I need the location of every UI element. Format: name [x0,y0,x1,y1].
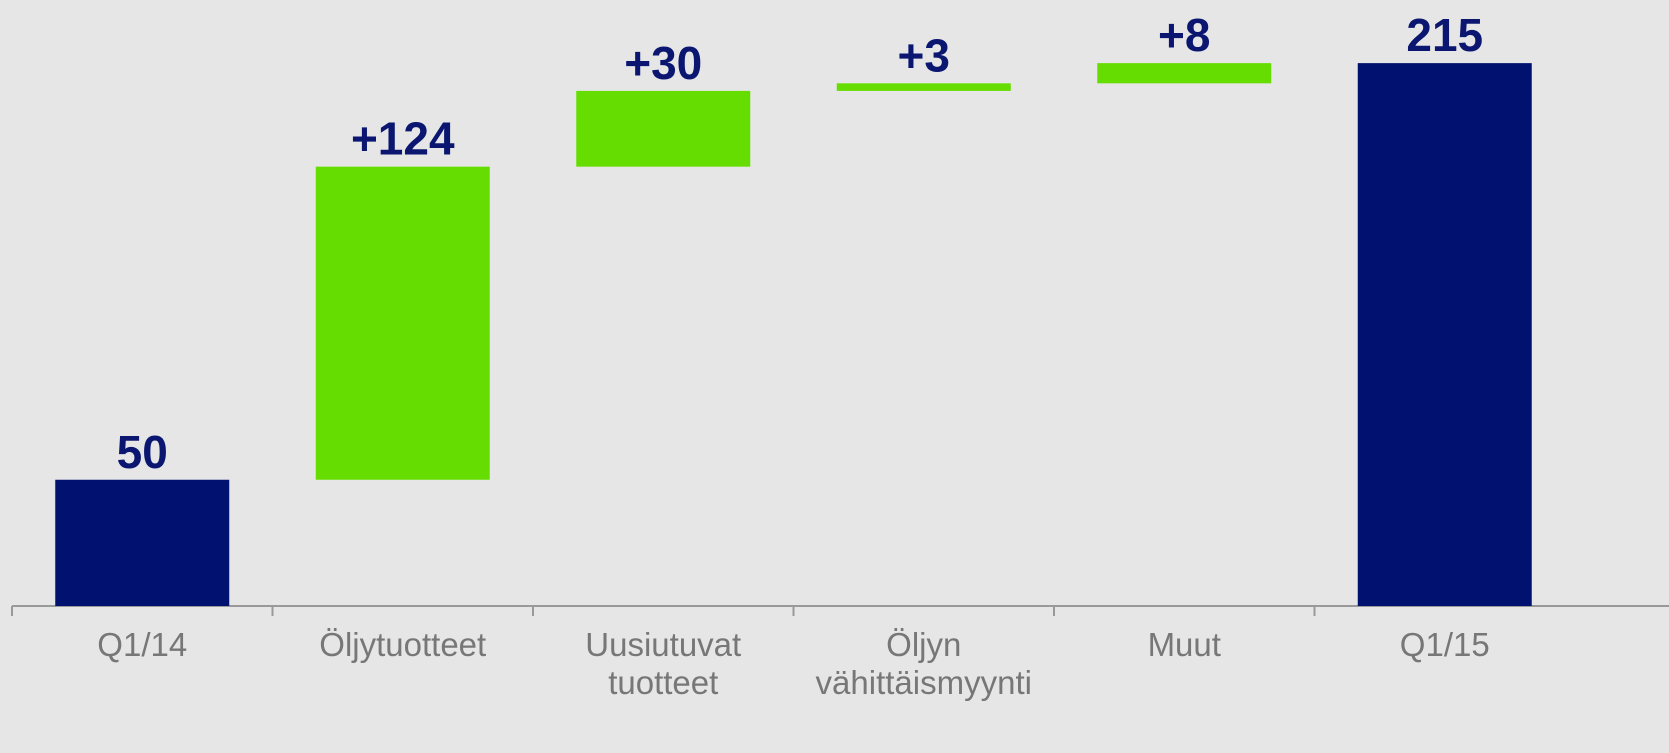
bar [576,90,751,167]
x-tick-label: Q1/14 [97,626,188,663]
bar [836,83,1011,91]
bar [55,479,230,606]
x-tick-label: Muut [1147,626,1221,663]
value-label: +124 [351,113,455,165]
value-label: +8 [1158,9,1210,61]
value-label: 215 [1406,9,1483,61]
bar [1097,63,1272,84]
bar [1357,63,1532,606]
value-label: +3 [898,29,950,81]
value-label: 50 [117,426,168,478]
value-label: +30 [624,37,702,89]
x-tick-label: Uusiutuvat tuotteet [585,626,742,701]
x-tick-label: Q1/15 [1399,626,1490,663]
bar [315,166,490,480]
x-tick-label: Öljyn vähittäismyynti [815,626,1032,701]
x-tick-label: Öljytuotteet [319,626,487,663]
